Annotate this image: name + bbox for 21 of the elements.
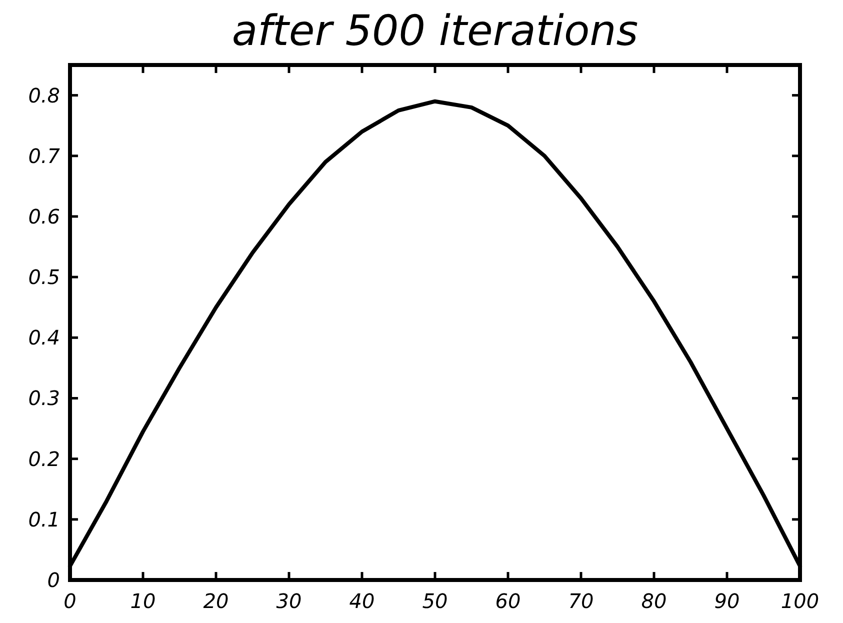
x-tick-label: 80 — [641, 589, 667, 613]
y-tick-label: 0.1 — [28, 507, 60, 532]
y-tick-label: 0.4 — [28, 326, 60, 350]
y-tick-label: 0.7 — [28, 144, 60, 168]
y-tick-label: 0.3 — [28, 386, 60, 410]
x-tick-label: 20 — [203, 589, 229, 613]
x-tick-label: 0 — [64, 589, 76, 613]
chart-title: after 500 iterations — [232, 6, 638, 55]
x-tick-label: 40 — [349, 589, 375, 613]
y-tick-label: 0.6 — [28, 204, 60, 228]
x-tick-label: 100 — [780, 589, 820, 613]
x-tick-label: 10 — [130, 589, 156, 613]
y-tick-label: 0 — [47, 568, 60, 592]
y-tick-label: 0.2 — [28, 446, 60, 471]
y-tick-label: 0.5 — [28, 265, 60, 290]
x-tick-label: 30 — [276, 589, 302, 613]
y-tick-label: 0.8 — [28, 83, 60, 108]
x-tick-label: 60 — [495, 589, 521, 613]
x-tick-label: 50 — [422, 589, 448, 613]
x-tick-label: 70 — [568, 589, 594, 613]
x-tick-label: 90 — [714, 589, 740, 613]
